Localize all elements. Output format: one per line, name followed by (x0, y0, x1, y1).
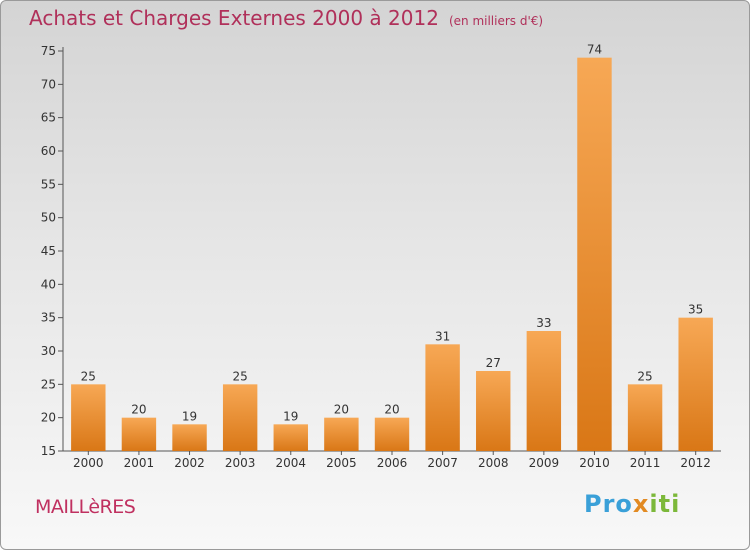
bar-2010 (577, 57, 612, 452)
y-tick-label: 25 (41, 377, 56, 391)
value-label: 20 (334, 403, 349, 417)
y-tick-label: 60 (41, 144, 56, 158)
x-tick-label: 2002 (174, 456, 205, 470)
chart-title: Achats et Charges Externes 2000 à 2012 (e… (29, 6, 543, 30)
bar-2012 (678, 317, 713, 451)
value-label: 25 (81, 369, 96, 383)
x-tick-label: 2005 (326, 456, 357, 470)
value-label: 20 (384, 403, 399, 417)
x-tick-label: 2012 (680, 456, 711, 470)
x-tick-label: 2000 (73, 456, 104, 470)
logo-part-2: x (632, 490, 650, 518)
value-label: 20 (131, 403, 146, 417)
bar-2008 (476, 371, 511, 451)
y-tick-label: 50 (41, 211, 56, 225)
y-tick-label: 75 (41, 44, 56, 58)
proxiti-logo[interactable]: Proxiti (584, 490, 680, 518)
bar-2003 (222, 384, 258, 451)
x-tick-label: 2009 (529, 456, 560, 470)
bar-2011 (627, 384, 663, 451)
x-tick-label: 2006 (377, 456, 408, 470)
bar-2009 (526, 331, 562, 451)
x-tick-label: 2001 (124, 456, 155, 470)
y-tick-label: 65 (41, 111, 56, 125)
x-tick-label: 2008 (478, 456, 509, 470)
commune-name: MAILLèRES (35, 496, 136, 518)
value-label: 19 (182, 409, 197, 423)
x-tick-label: 2004 (275, 456, 306, 470)
x-tick-label: 2010 (579, 456, 610, 470)
y-tick-label: 15 (41, 444, 56, 458)
x-tick-label: 2003 (225, 456, 256, 470)
logo-part-3: iti (649, 490, 681, 518)
logo-part-1: Pro (584, 490, 633, 518)
x-tick-label: 2007 (427, 456, 458, 470)
bar-2001 (121, 417, 157, 451)
y-tick-label: 45 (41, 244, 56, 258)
bar-2000 (71, 384, 106, 451)
bar-2005 (324, 417, 359, 451)
bars (71, 57, 713, 452)
title-unit: (en milliers d'€) (448, 14, 544, 28)
bar-2007 (425, 344, 460, 451)
value-label: 35 (688, 303, 703, 317)
y-tick-label: 55 (41, 177, 56, 191)
value-label: 25 (233, 369, 248, 383)
value-label: 31 (435, 329, 450, 343)
y-tick-label: 30 (41, 344, 56, 358)
y-tick-label: 35 (41, 311, 56, 325)
value-label: 27 (486, 356, 501, 370)
y-tick-label: 40 (41, 277, 56, 291)
value-label: 33 (536, 316, 551, 330)
value-label: 25 (637, 369, 652, 383)
x-tick-label: 2011 (630, 456, 661, 470)
bar-2002 (172, 424, 207, 451)
y-tick-label: 70 (41, 77, 56, 91)
y-tick-label: 20 (41, 411, 56, 425)
labels: 2000 25 2001 20 2002 19 2003 25 2004 19 2005 20 2006… (73, 43, 711, 470)
title-main: Achats et Charges Externes 2000 à 2012 (29, 6, 439, 30)
value-label: 74 (587, 43, 602, 57)
value-label: 19 (283, 409, 298, 423)
bar-2006 (374, 417, 410, 451)
bar-2004 (273, 424, 308, 451)
axes: 15 20 25 30 35 40 45 50 55 60 65 70 75 (41, 44, 721, 458)
